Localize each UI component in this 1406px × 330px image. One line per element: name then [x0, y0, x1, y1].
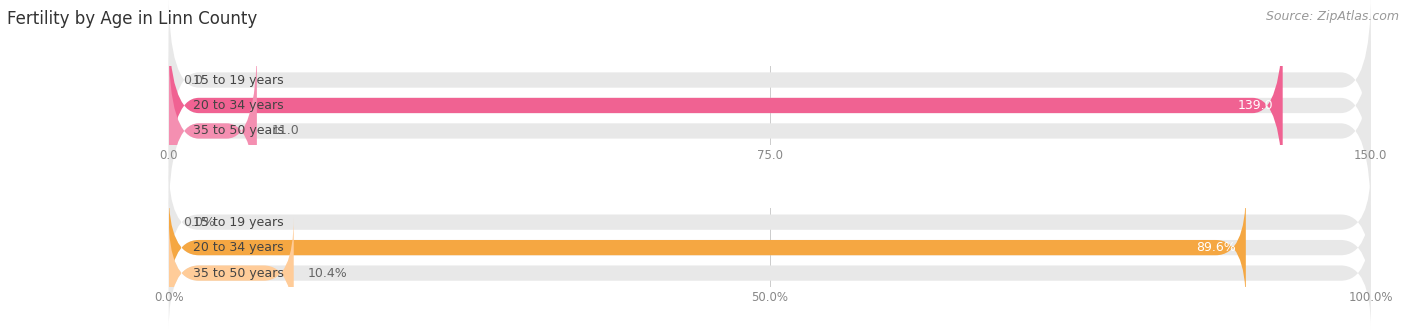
FancyBboxPatch shape: [169, 192, 1246, 304]
Text: 20 to 34 years: 20 to 34 years: [194, 99, 284, 112]
Text: 20 to 34 years: 20 to 34 years: [194, 241, 284, 254]
Text: 15 to 19 years: 15 to 19 years: [194, 74, 284, 86]
FancyBboxPatch shape: [169, 43, 1371, 219]
FancyBboxPatch shape: [169, 217, 1371, 329]
Text: 11.0: 11.0: [271, 124, 299, 138]
Text: 139.0: 139.0: [1237, 99, 1272, 112]
Text: 35 to 50 years: 35 to 50 years: [194, 267, 284, 280]
Text: 10.4%: 10.4%: [308, 267, 347, 280]
FancyBboxPatch shape: [169, 166, 1371, 278]
Text: 15 to 19 years: 15 to 19 years: [194, 215, 284, 229]
Text: Source: ZipAtlas.com: Source: ZipAtlas.com: [1265, 10, 1399, 23]
FancyBboxPatch shape: [169, 17, 1371, 193]
Text: Fertility by Age in Linn County: Fertility by Age in Linn County: [7, 10, 257, 28]
Text: 89.6%: 89.6%: [1197, 241, 1236, 254]
FancyBboxPatch shape: [169, 217, 294, 329]
Text: 0.0%: 0.0%: [183, 215, 215, 229]
Text: 35 to 50 years: 35 to 50 years: [194, 124, 284, 138]
FancyBboxPatch shape: [169, 0, 1371, 168]
FancyBboxPatch shape: [169, 43, 257, 219]
FancyBboxPatch shape: [169, 192, 1371, 304]
FancyBboxPatch shape: [169, 17, 1282, 193]
Text: 0.0: 0.0: [183, 74, 202, 86]
